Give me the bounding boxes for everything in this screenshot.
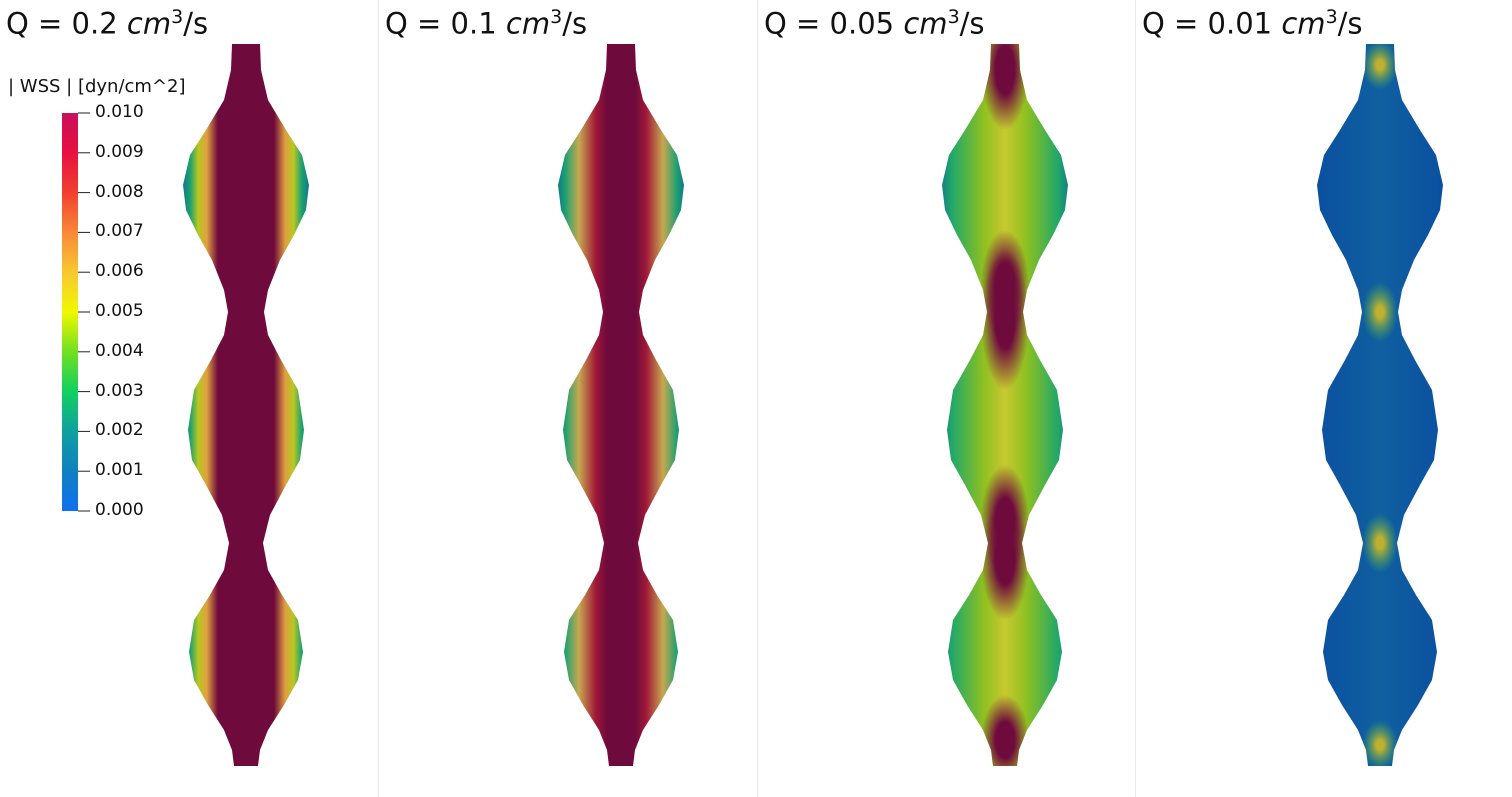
colorbar-label: 0.010 <box>95 102 144 122</box>
vessel <box>1317 44 1443 766</box>
panel-title: Q = 0.01 cm3/s <box>1142 6 1363 41</box>
vessel <box>942 44 1068 766</box>
colorbar-label: 0.005 <box>95 301 144 321</box>
unit-exponent: 3 <box>947 6 960 28</box>
unit-suffix: /s <box>562 6 588 41</box>
unit: cm <box>1281 6 1326 41</box>
unit: cm <box>505 6 551 41</box>
colorbar-label: 0.001 <box>95 460 144 481</box>
shear-spot <box>1362 513 1398 573</box>
high-shear-spot <box>981 250 1029 390</box>
flow-rate: Q = 0.1 <box>385 6 497 41</box>
unit-exponent: 3 <box>1325 6 1338 28</box>
colorbar <box>62 113 78 511</box>
high-shear-spot <box>981 500 1029 620</box>
shear-spot <box>1362 44 1398 90</box>
colorbar-label: 0.000 <box>95 500 144 520</box>
colorbar-label: 0.004 <box>95 340 144 361</box>
high-shear-spot <box>981 695 1029 766</box>
colorbar-label: 0.008 <box>95 181 144 202</box>
unit-suffix: /s <box>959 6 985 41</box>
colorbar-title: | WSS | [dyn/cm^2] <box>8 76 186 97</box>
flow-rate: Q = 0.05 <box>764 6 895 41</box>
vessel-fill <box>1317 44 1443 766</box>
colorbar-label: 0.003 <box>95 380 144 401</box>
shear-spot <box>1362 282 1398 342</box>
unit-exponent: 3 <box>550 6 563 28</box>
high-shear-spot <box>981 44 1029 130</box>
colorbar-label: 0.002 <box>95 420 144 441</box>
vessel <box>558 44 684 766</box>
vessel-fill <box>942 44 1068 766</box>
colorbar-label: 0.006 <box>95 261 144 282</box>
vessel <box>183 44 309 766</box>
vessel-fill <box>558 44 684 766</box>
colorbar-label: 0.009 <box>95 141 144 162</box>
unit-suffix: /s <box>183 6 209 41</box>
colorbar-label: 0.007 <box>95 221 144 242</box>
vessel-fill <box>183 44 309 766</box>
flow-rate: Q = 0.01 <box>1142 6 1273 41</box>
shear-spot <box>1362 720 1398 766</box>
unit: cm <box>126 6 172 41</box>
panel-title: Q = 0.2 cm3/s <box>6 6 208 41</box>
unit-exponent: 3 <box>171 6 184 28</box>
unit: cm <box>903 6 948 41</box>
unit-suffix: /s <box>1337 6 1363 41</box>
panel-title: Q = 0.1 cm3/s <box>385 6 587 41</box>
panel-title: Q = 0.05 cm3/s <box>764 6 985 41</box>
flow-rate: Q = 0.2 <box>6 6 118 41</box>
